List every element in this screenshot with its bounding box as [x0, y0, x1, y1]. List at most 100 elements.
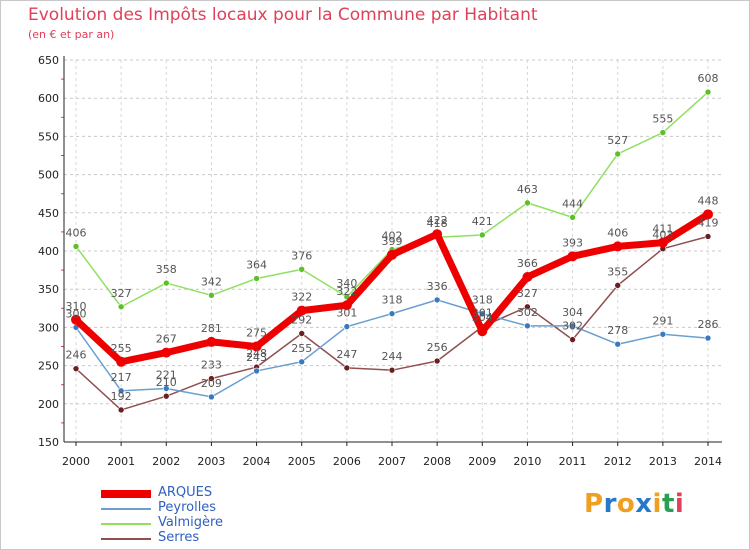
legend-swatch	[101, 490, 151, 498]
data-label-arques: 310	[66, 300, 87, 313]
chart-title: Evolution des Impôts locaux pour la Comm…	[28, 5, 538, 25]
data-point-arques	[251, 341, 262, 352]
data-point-arques	[206, 336, 217, 347]
data-label-valmigère: 527	[607, 134, 628, 147]
y-tick-label: 250	[38, 360, 59, 373]
y-tick-label: 450	[38, 207, 59, 220]
x-tick-label: 2005	[288, 455, 316, 468]
data-label-valmigère: 402	[382, 229, 403, 242]
y-tick-label: 650	[38, 54, 59, 67]
legend-label: Valmigère	[158, 515, 224, 530]
data-label-serres: 210	[156, 376, 177, 389]
y-tick-label: 300	[38, 321, 59, 334]
data-label-arques: 322	[291, 291, 312, 304]
x-tick-label: 2013	[649, 455, 677, 468]
legend-item: Peyrolles	[101, 500, 301, 516]
data-label-serres: 292	[291, 314, 312, 327]
data-label-serres: 327	[517, 287, 538, 300]
data-point-serres	[433, 357, 441, 365]
legend: ARQUES Peyrolles Valmigère Serres	[101, 485, 301, 546]
data-point-serres	[162, 392, 170, 400]
data-label-valmigère: 376	[291, 249, 312, 262]
data-point-arques	[477, 326, 488, 337]
data-label-valmigère: 555	[652, 113, 673, 126]
data-point-serres	[298, 330, 306, 337]
data-label-serres: 246	[66, 349, 87, 362]
data-point-valmigère	[72, 243, 80, 250]
x-tick-label: 2008	[423, 455, 451, 468]
data-point-peyrolles	[208, 393, 215, 401]
chart-subtitle: (en € et par an)	[28, 28, 115, 41]
data-label-serres: 403	[652, 229, 673, 242]
y-tick-label: 400	[38, 245, 59, 258]
data-label-peyrolles: 301	[336, 307, 357, 320]
data-label-arques: 275	[246, 327, 267, 340]
data-point-peyrolles	[388, 310, 396, 317]
data-point-arques	[341, 300, 352, 311]
data-label-arques: 399	[382, 235, 403, 248]
data-label-peyrolles: 286	[698, 318, 719, 331]
data-label-arques: 281	[201, 322, 222, 335]
x-tick-label: 2011	[559, 455, 587, 468]
data-label-valmigère: 418	[427, 217, 448, 230]
legend-swatch	[101, 508, 151, 510]
data-label-peyrolles: 278	[607, 324, 628, 337]
logo-letter: o	[616, 489, 636, 519]
data-point-valmigère	[614, 150, 622, 158]
data-point-valmigère	[569, 214, 576, 221]
data-point-serres	[704, 233, 712, 240]
data-label-serres: 301	[472, 307, 493, 320]
data-label-arques: 393	[562, 236, 583, 249]
data-point-arques	[71, 314, 81, 325]
x-tick-label: 2002	[152, 455, 180, 468]
data-point-peyrolles	[253, 367, 260, 375]
data-label-peyrolles: 221	[156, 369, 177, 382]
legend-swatch	[101, 538, 151, 540]
y-tick-label: 600	[38, 92, 59, 105]
data-point-serres	[117, 406, 125, 414]
data-point-valmigère	[117, 303, 125, 311]
data-point-peyrolles	[117, 387, 125, 395]
data-point-peyrolles	[343, 323, 351, 330]
data-label-peyrolles: 302	[517, 306, 538, 319]
data-point-serres	[388, 366, 396, 374]
data-label-valmigère: 406	[66, 226, 87, 239]
data-point-arques	[116, 356, 127, 367]
data-point-arques	[703, 209, 713, 220]
data-label-peyrolles: 217	[111, 371, 132, 384]
data-label-serres: 192	[111, 390, 132, 403]
x-tick-label: 2010	[513, 455, 541, 468]
legend-item: Serres	[101, 530, 301, 546]
y-tick-label: 150	[38, 436, 59, 449]
y-tick-label: 200	[38, 398, 59, 411]
logo-letter: r	[603, 489, 617, 519]
data-label-arques: 267	[156, 333, 177, 346]
legend-item: Valmigère	[101, 515, 301, 531]
logo-letter: i	[652, 489, 662, 519]
data-point-arques	[657, 237, 668, 248]
data-point-valmigère	[298, 266, 306, 273]
data-label-valmigère: 340	[336, 277, 357, 290]
data-label-serres: 419	[698, 216, 719, 229]
x-tick-label: 2014	[694, 455, 722, 468]
x-tick-label: 2006	[333, 455, 361, 468]
legend-label: Peyrolles	[158, 500, 217, 515]
data-label-serres: 248	[246, 347, 267, 360]
data-label-arques: 406	[607, 226, 628, 239]
data-point-valmigère	[704, 88, 712, 96]
data-point-valmigère	[659, 129, 667, 136]
data-label-serres: 355	[607, 265, 628, 278]
data-point-serres	[569, 336, 576, 343]
data-point-arques	[161, 347, 172, 358]
data-point-serres	[524, 303, 531, 311]
data-point-serres	[614, 282, 622, 289]
data-label-serres: 256	[427, 341, 448, 354]
data-label-peyrolles: 300	[66, 307, 87, 320]
data-label-serres: 302	[562, 320, 583, 333]
data-label-arques: 366	[517, 257, 538, 270]
data-point-peyrolles	[569, 322, 576, 330]
proxiti-logo: Proxiti	[584, 489, 684, 519]
data-point-valmigère	[478, 231, 486, 239]
